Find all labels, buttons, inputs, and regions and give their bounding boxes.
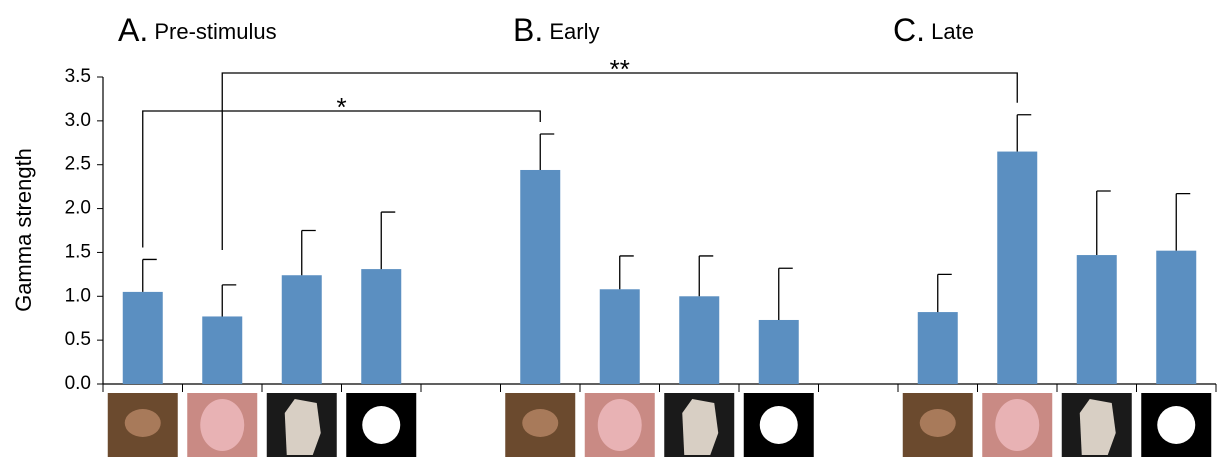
- stimulus-image-detail: [522, 409, 558, 437]
- bar: [123, 292, 163, 384]
- error-bar: [302, 231, 316, 276]
- bar: [1077, 255, 1117, 384]
- bar: [282, 275, 322, 384]
- stimulus-image-detail: [682, 399, 718, 455]
- panel-letter: B.: [513, 12, 543, 48]
- panel-label: B. Early: [513, 12, 599, 48]
- stimulus-image-detail: [1157, 406, 1195, 444]
- panel-name: Late: [931, 19, 974, 44]
- error-bar: [1097, 191, 1111, 255]
- panel-letter: A.: [118, 12, 148, 48]
- stimulus-image-detail: [598, 399, 642, 451]
- y-tick-label: 2.0: [65, 198, 91, 219]
- error-bar: [779, 268, 793, 320]
- stimulus-image-detail: [995, 399, 1039, 451]
- error-bar: [699, 256, 713, 296]
- panel-label: A. Pre-stimulus: [118, 12, 277, 48]
- error-bar: [620, 256, 634, 289]
- y-tick-label: 1.0: [65, 285, 91, 306]
- y-tick-label: 3.0: [65, 110, 91, 131]
- panel-letter: C.: [893, 12, 925, 48]
- bar: [1156, 251, 1196, 384]
- error-bar: [381, 212, 395, 269]
- bar: [679, 296, 719, 384]
- bar: [202, 316, 242, 384]
- stimulus-image-detail: [1080, 399, 1116, 455]
- panel-name: Early: [549, 19, 599, 44]
- stimulus-image-detail: [285, 399, 321, 455]
- y-tick-label: 0.5: [65, 329, 91, 350]
- error-bar: [540, 134, 554, 170]
- chart: Gamma strength 0.0 0.5 1.0 1.5 2.0 2.5 3.0 3.5 A…: [0, 0, 1218, 460]
- significance-label: *: [336, 92, 346, 122]
- y-tick-label: 0.0: [65, 373, 91, 394]
- stimulus-image-detail: [362, 406, 400, 444]
- panel-name: Pre-stimulus: [154, 19, 276, 44]
- bar: [918, 312, 958, 384]
- bar: [600, 289, 640, 384]
- stimulus-image-detail: [760, 406, 798, 444]
- bar: [361, 269, 401, 384]
- stimulus-image-detail: [920, 409, 956, 437]
- error-bar: [222, 285, 236, 317]
- y-tick-label: 3.5: [65, 66, 91, 87]
- y-tick-label: 1.5: [65, 241, 91, 262]
- error-bar: [938, 274, 952, 312]
- stimulus-image-detail: [200, 399, 244, 451]
- bar: [520, 170, 560, 384]
- error-bar: [1017, 115, 1031, 152]
- stimulus-image-detail: [125, 409, 161, 437]
- error-bar: [143, 259, 157, 291]
- bar: [997, 152, 1037, 384]
- significance-label: **: [610, 54, 630, 84]
- y-tick-label: 2.5: [65, 154, 91, 175]
- error-bar: [1176, 194, 1190, 251]
- bar: [759, 320, 799, 384]
- panel-label: C. Late: [893, 12, 974, 48]
- y-axis-label: Gamma strength: [11, 148, 36, 312]
- significance-bracket: [143, 111, 541, 247]
